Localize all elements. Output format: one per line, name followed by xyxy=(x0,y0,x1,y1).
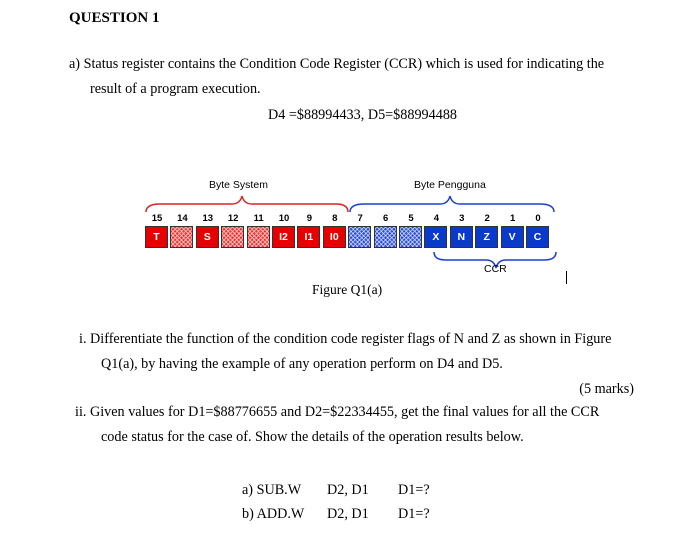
byte-system-label: Byte System xyxy=(209,179,268,191)
figure-braces xyxy=(145,195,557,269)
op-a-operands: D2, D1 xyxy=(327,482,369,498)
flag-z-cell: Z xyxy=(475,226,499,248)
reserved-bit-7-cell xyxy=(348,226,372,248)
question-i-line1: i. Differentiate the function of the con… xyxy=(79,331,612,347)
part-a-text-line2: result of a program execution. xyxy=(90,81,261,97)
bit-number-4: 4 xyxy=(433,213,440,224)
system-byte-brace xyxy=(145,195,349,213)
bit-number-6: 6 xyxy=(382,213,389,224)
bit-number-2: 2 xyxy=(484,213,490,224)
reserved-bit-6-cell xyxy=(373,226,397,248)
op-b-operands: D2, D1 xyxy=(327,506,369,522)
user-byte-brace xyxy=(349,195,555,213)
part-a-text-line1: a) Status register contains the Conditio… xyxy=(69,56,605,72)
bit-number-9: 9 xyxy=(306,213,313,224)
flag-s-cell: S xyxy=(195,226,219,248)
bit-number-1: 1 xyxy=(509,213,516,224)
register-values: D4 =$88994433, D5=$88994488 xyxy=(268,107,458,123)
ccr-label: CCR xyxy=(484,263,507,275)
reserved-bit-12-cell xyxy=(221,226,245,248)
op-a-label: a) SUB.W xyxy=(242,482,302,498)
bit-number-14: 14 xyxy=(177,213,188,224)
bit-number-10: 10 xyxy=(278,213,290,224)
bit-number-0: 0 xyxy=(535,213,541,224)
question-ii-line1: ii. Given values for D1=$88776655 and D2… xyxy=(75,404,600,420)
question-heading: QUESTION 1 xyxy=(69,10,160,26)
op-b-result: D1=? xyxy=(398,506,430,522)
question-i-marks: (5 marks) xyxy=(579,381,634,397)
bit-number-5: 5 xyxy=(408,213,414,224)
flag-i0-cell: I0 xyxy=(322,226,346,248)
flag-v-cell: V xyxy=(500,226,524,248)
bit-number-3: 3 xyxy=(459,213,465,224)
figure-caption: Figure Q1(a) xyxy=(312,282,383,297)
byte-user-label: Byte Pengguna xyxy=(414,179,486,191)
flag-i2-cell: I2 xyxy=(272,226,295,248)
bit-number-8: 8 xyxy=(332,213,338,224)
op-b-label: b) ADD.W xyxy=(242,506,305,522)
flag-n-cell: N xyxy=(449,226,473,248)
flag-t-cell: T xyxy=(145,226,168,248)
ccr-brace xyxy=(433,251,557,269)
question-ii-line2: code status for the case of. Show the de… xyxy=(101,429,524,445)
bit-number-12: 12 xyxy=(227,213,239,224)
reserved-bit-11-cell xyxy=(246,226,270,248)
op-a-result: D1=? xyxy=(398,482,430,498)
bit-number-11: 11 xyxy=(253,213,264,224)
text-cursor-mark xyxy=(566,271,567,284)
flag-i1-cell: I1 xyxy=(297,226,321,248)
reserved-bit-14-cell xyxy=(170,226,194,248)
reserved-bit-5-cell xyxy=(399,226,422,248)
bit-number-15: 15 xyxy=(151,213,163,224)
question-i-line2: Q1(a), by having the example of any oper… xyxy=(101,356,503,372)
bit-number-7: 7 xyxy=(357,213,363,224)
flag-c-cell: C xyxy=(526,226,549,248)
flag-x-cell: X xyxy=(424,226,448,248)
bit-number-13: 13 xyxy=(202,213,214,224)
